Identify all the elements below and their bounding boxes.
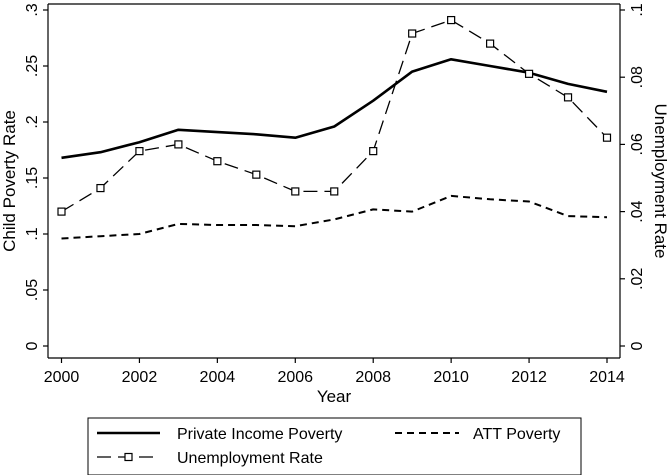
right-y-axis-ticks: 0 .02 .04 .06 .08 .1 xyxy=(620,3,646,350)
legend-label-2: Unemployment Rate xyxy=(177,450,323,467)
y-tick-label: .3 xyxy=(24,3,41,16)
unemployment-point xyxy=(291,187,300,196)
y-tick-label: .15 xyxy=(24,167,41,189)
y2-tick-label: .06 xyxy=(629,133,646,155)
x-tick-label: 2012 xyxy=(511,369,547,386)
unemployment-point xyxy=(369,147,378,156)
unemployment-point xyxy=(252,170,261,179)
unemployment-point xyxy=(447,15,456,25)
y-tick-label: 0 xyxy=(24,341,41,350)
series-layer xyxy=(57,15,612,240)
legend-marker xyxy=(124,452,133,462)
y2-tick-label: .1 xyxy=(629,3,646,16)
y2-tick-label: 0 xyxy=(629,341,646,350)
unemployment-point xyxy=(408,29,417,38)
y-tick-label: .1 xyxy=(24,227,41,240)
unemployment-point xyxy=(135,147,144,156)
series-line-2 xyxy=(61,19,608,213)
legend-label-1: ATT Poverty xyxy=(473,426,560,443)
unemployment-point xyxy=(486,39,495,48)
unemployment-point xyxy=(57,207,66,216)
y-tick-label: .05 xyxy=(24,279,41,301)
y-tick-label: .25 xyxy=(24,55,41,77)
unemployment-point xyxy=(213,157,222,166)
unemployment-point xyxy=(524,69,534,78)
legend: Private Income Poverty ATT Poverty Unemplo… xyxy=(87,417,582,475)
x-tick-label: 2014 xyxy=(589,369,625,386)
legend-box xyxy=(87,417,582,475)
x-tick-label: 2008 xyxy=(355,369,391,386)
y2-tick-label: .02 xyxy=(629,268,646,290)
left-y-axis-ticks: 0 .05 .1 .15 .2 .25 .3 xyxy=(24,3,48,350)
x-axis-label: Year xyxy=(317,387,352,406)
unemployment-point xyxy=(563,93,573,102)
unemployment-point xyxy=(96,183,105,193)
x-tick-label: 2010 xyxy=(433,369,469,386)
series-line-1 xyxy=(61,194,608,240)
left-y-axis-label: Child Poverty Rate xyxy=(0,110,19,252)
plot-frame xyxy=(47,3,621,359)
y2-tick-label: .04 xyxy=(629,200,646,222)
unemployment-point xyxy=(330,187,339,196)
right-y-axis-label: Unemployment Rate xyxy=(651,104,669,259)
x-tick-label: 2004 xyxy=(200,369,236,386)
x-tick-label: 2006 xyxy=(277,369,313,386)
y-tick-label: .2 xyxy=(24,115,41,128)
x-tick-label: 2000 xyxy=(44,369,80,386)
x-tick-label: 2002 xyxy=(122,369,158,386)
unemployment-point xyxy=(174,140,183,149)
legend-label-0: Private Income Poverty xyxy=(177,426,342,443)
y2-tick-label: .08 xyxy=(629,66,646,88)
series-line-0 xyxy=(61,57,608,160)
unemployment-point xyxy=(602,133,612,142)
x-axis-ticks: 2000 2002 2004 2006 2008 2010 2012 2014 xyxy=(44,358,625,386)
